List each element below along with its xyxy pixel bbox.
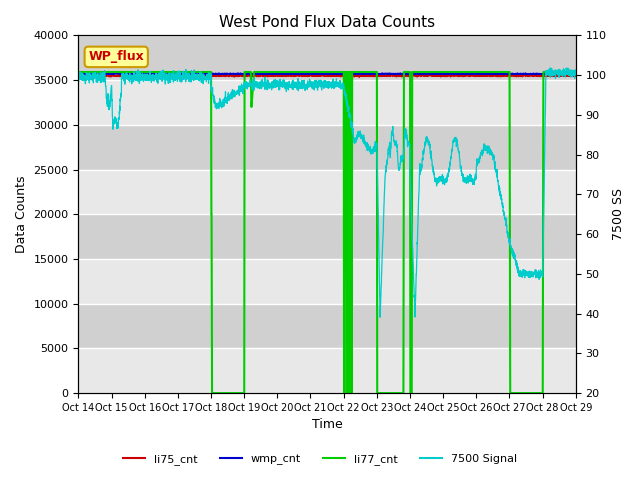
Bar xyxy=(79,214,576,259)
Bar xyxy=(79,125,576,169)
Y-axis label: 7500 SS: 7500 SS xyxy=(612,188,625,240)
Legend: li75_cnt, wmp_cnt, li77_cnt, 7500 Signal: li75_cnt, wmp_cnt, li77_cnt, 7500 Signal xyxy=(118,450,522,469)
Y-axis label: Data Counts: Data Counts xyxy=(15,176,28,253)
X-axis label: Time: Time xyxy=(312,419,342,432)
Title: West Pond Flux Data Counts: West Pond Flux Data Counts xyxy=(219,15,435,30)
Bar xyxy=(79,36,576,80)
Bar xyxy=(79,304,576,348)
Bar xyxy=(79,80,576,125)
Bar xyxy=(79,348,576,393)
Text: WP_flux: WP_flux xyxy=(88,50,144,63)
Bar xyxy=(79,169,576,214)
Bar xyxy=(79,259,576,304)
